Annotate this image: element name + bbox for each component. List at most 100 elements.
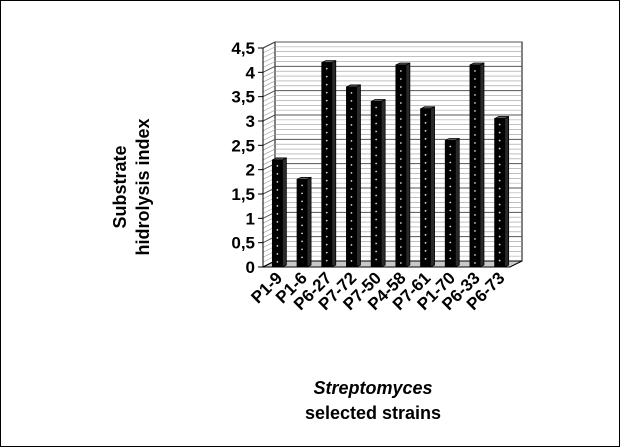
bar-dot [301,208,303,211]
bar-dot [350,116,353,118]
bar-dot [498,195,501,198]
bar-dot [424,185,427,188]
bar-dot [399,206,402,208]
bar-dot [350,148,353,150]
bar-dot [301,184,303,187]
bar-dot [375,130,378,133]
minor-gridline-side [262,119,276,127]
y-tick-label: 4,5 [231,39,255,58]
bar-front [346,86,357,268]
bar-dot [301,256,303,259]
bar-side [356,84,361,268]
y-tick-label: 4 [246,63,256,82]
bar-dot [449,209,452,212]
bar-dot [498,251,501,254]
bar-dot [424,193,427,196]
bar-dot [325,131,328,134]
bar [296,176,312,268]
bar-dot [375,234,378,237]
bar-dot [276,165,279,167]
bar-dot [424,161,427,164]
bar-dot [399,110,402,112]
bar-dot [474,174,476,176]
bar-dot [375,218,378,221]
bar-dot [424,201,427,204]
bar-dot [399,94,402,96]
bar-dot [350,180,353,182]
bar [271,157,287,268]
bar-dot [325,123,328,126]
y-tick-label: 2,5 [231,136,255,155]
bars [271,59,510,268]
bar [370,98,386,268]
bar-dot [375,122,378,125]
bar-dot [449,233,452,236]
bar-dot [350,244,353,246]
bar-dot [375,154,378,157]
bar-dot [375,106,378,109]
minor-gridline-side [262,129,276,136]
bar-dot [350,164,353,166]
bar-dot [325,235,328,238]
bar-dot [399,214,402,216]
bar-dot [424,233,427,236]
bar-dot [276,245,279,247]
bar-dot [301,192,303,195]
y-axis-label-line2: hidrolysis index [133,118,153,255]
bar-side [479,62,485,268]
bar-dot [474,150,476,152]
bar-dot [474,206,476,208]
bar-dot [474,158,476,160]
minor-gridline-side [262,153,276,161]
bar-dot [325,139,328,142]
major-gridline-side [262,138,276,146]
bar-dot [375,114,378,117]
bar-dot [449,241,452,244]
bar-dot [474,262,476,264]
bar-side [331,59,337,268]
bar-dot [325,195,328,198]
major-gridline-side [262,65,276,73]
bar-dot [474,182,476,184]
bar-side [380,98,386,268]
bar-dot [325,91,328,94]
bar-dot [350,228,353,230]
bar-dot [498,203,501,206]
minor-gridline-side [262,124,276,132]
minor-gridline-side [262,56,276,63]
bar-dot [325,163,328,166]
bar-dot [399,142,402,144]
bar-dot [301,200,303,203]
bar-dot [474,126,476,128]
bar-dot [350,140,353,142]
bar-dot [276,229,279,231]
bar-dot [424,249,427,252]
bar-dot [399,166,402,168]
minor-gridline-side [262,148,276,156]
bar-dot [399,158,402,160]
minor-gridline-side [262,134,276,141]
bar-dot [399,134,402,136]
x-tick-labels: P1-9P1-6P6-27P7-72P7-50P4-58P7-61P1-70P6… [247,268,508,314]
bar-dot [449,145,452,148]
bar-dot [375,258,378,261]
minor-gridline-side [262,143,276,151]
bar-dot [474,246,476,248]
bar-dot [498,219,501,222]
bar-dot [301,232,303,235]
y-tick-label: 0 [246,258,255,277]
bar-dot [424,217,427,220]
bar-dot [276,197,279,199]
bar [444,137,460,268]
bar-dot [350,236,353,238]
bar-dot [498,227,501,230]
bar [321,59,337,268]
bar-dot [325,171,328,174]
bar-dot [375,178,378,181]
bar-dot [474,118,476,120]
bar-dot [399,182,402,184]
bar-front [370,101,382,268]
bar-dot [498,243,501,246]
bar-dot [325,227,328,230]
bar-dot [474,78,476,80]
